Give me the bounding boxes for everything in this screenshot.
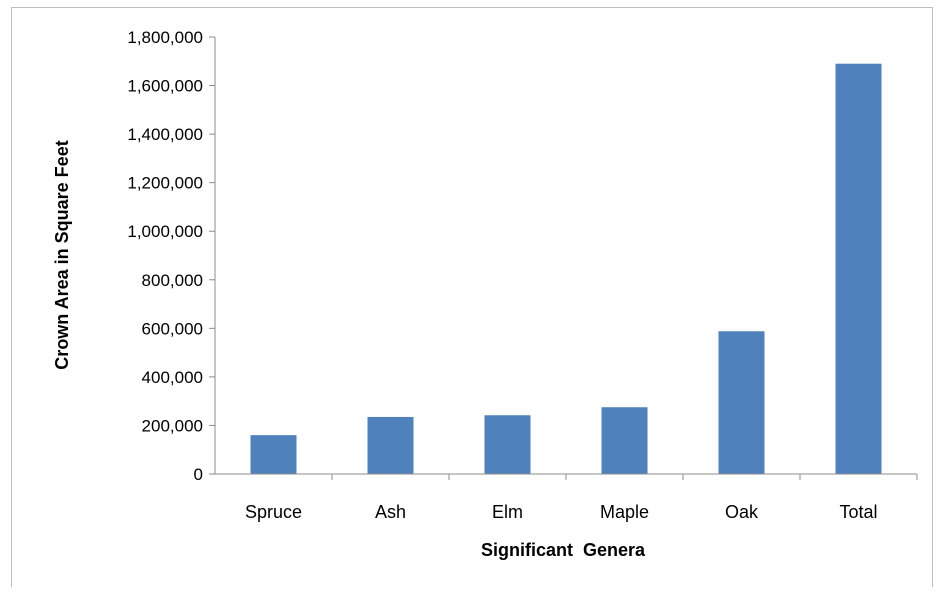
y-axis-title: Crown Area in Square Feet (52, 140, 72, 369)
y-tick-label: 1,600,000 (127, 77, 203, 96)
bars (250, 63, 882, 474)
x-tick-label: Total (839, 502, 877, 522)
x-axis-title: Significant Genera (481, 540, 646, 560)
bar-elm (484, 415, 531, 474)
y-tick-label: 1,400,000 (127, 125, 203, 144)
bar-maple (601, 407, 648, 474)
y-axis-ticks: 0 200,000 400,000 600,000 800,000 1,000,000 1,… (127, 28, 215, 484)
x-tick-label: Spruce (245, 502, 302, 522)
y-tick-label: 600,000 (142, 319, 203, 338)
bar-spruce (250, 435, 297, 474)
bar-ash (367, 416, 414, 474)
y-tick-label: 800,000 (142, 271, 203, 290)
bar-oak (718, 331, 765, 474)
chart-frame (11, 7, 933, 587)
y-tick-label: 400,000 (142, 368, 203, 387)
x-tick-label: Maple (600, 502, 649, 522)
y-tick-label: 1,000,000 (127, 222, 203, 241)
y-tick-label: 0 (194, 465, 203, 484)
y-tick-label: 200,000 (142, 416, 203, 435)
x-tick-label: Ash (375, 502, 406, 522)
x-axis-ticks: Spruce Ash Elm Maple Oak Total (245, 474, 918, 522)
y-tick-label: 1,800,000 (127, 28, 203, 47)
bar-total (835, 63, 882, 474)
y-tick-label: 1,200,000 (127, 174, 203, 193)
x-tick-label: Elm (492, 502, 523, 522)
x-tick-label: Oak (725, 502, 759, 522)
